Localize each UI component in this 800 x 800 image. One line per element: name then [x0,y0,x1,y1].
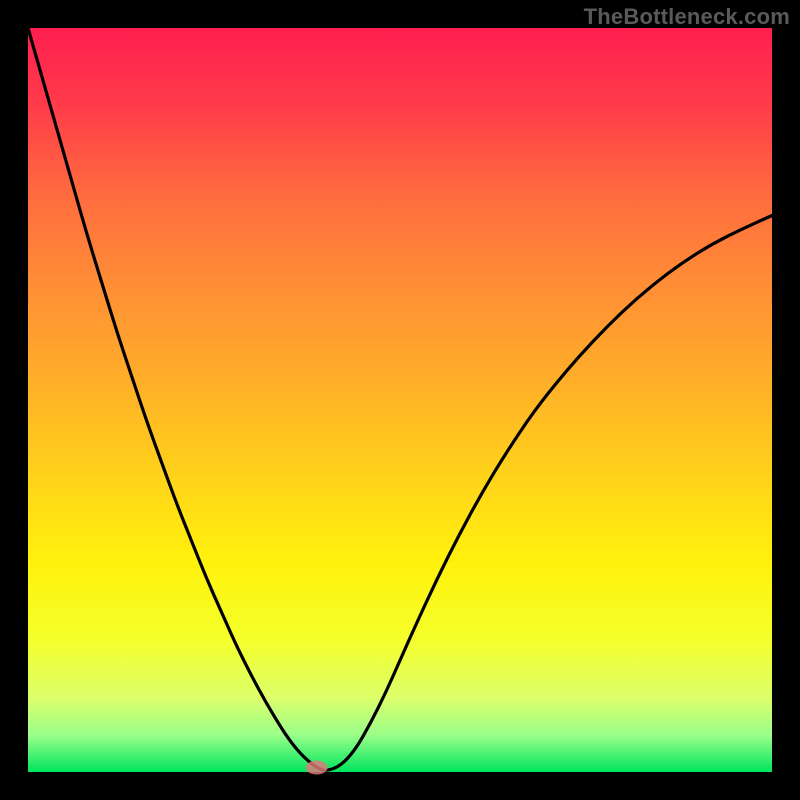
bottleneck-chart [0,0,800,800]
watermark-text: TheBottleneck.com [584,4,790,30]
optimal-point-marker [306,761,328,775]
chart-svg [0,0,800,800]
